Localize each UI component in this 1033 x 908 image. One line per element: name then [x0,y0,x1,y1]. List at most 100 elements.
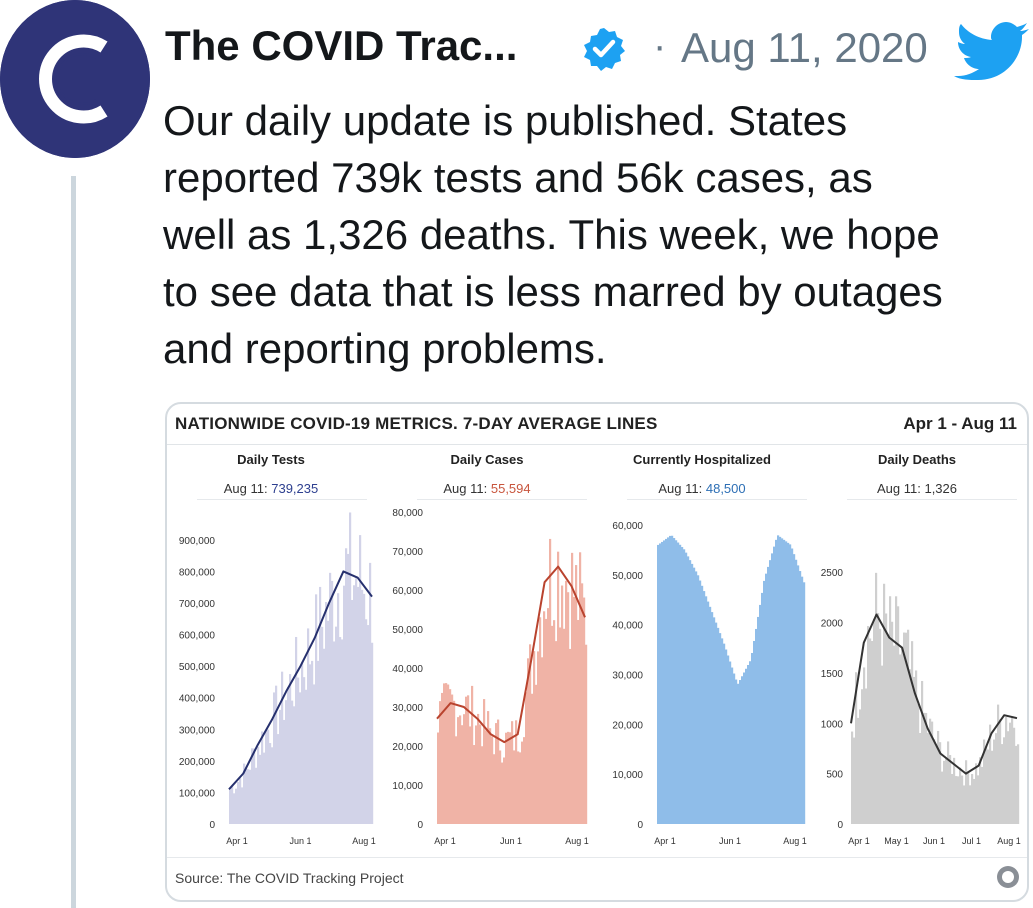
daily-bar [583,597,586,824]
daily-bar [299,692,302,824]
daily-bar [441,692,444,824]
daily-bar [987,749,990,824]
daily-bar [443,683,446,824]
daily-bar [575,565,578,824]
daily-bar [745,668,748,824]
daily-bar [507,731,510,824]
daily-bar [705,596,708,824]
daily-bar [579,552,582,824]
daily-bar [779,536,782,824]
daily-bar [259,754,262,824]
daily-bar [877,613,880,824]
covid-tracking-logo-icon[interactable] [0,0,150,158]
daily-bar [803,582,806,824]
daily-bar [359,535,362,824]
daily-bar [871,641,874,824]
daily-bar [557,551,560,824]
daily-bar [879,628,882,824]
daily-bar [453,700,456,824]
y-tick-label: 20,000 [612,720,643,731]
chart-image-card[interactable]: NATIONWIDE COVID-19 METRICS. 7-DAY AVERA… [165,402,1029,902]
thread-line [71,176,76,908]
panel-value: Aug 11: 1,326 [817,481,1017,496]
daily-bar [977,775,980,824]
daily-bar [309,664,312,824]
daily-bar [703,591,706,824]
y-tick-label: 0 [837,820,843,831]
daily-bar [529,644,532,824]
daily-bar [239,778,242,824]
daily-bar [241,787,244,824]
daily-bar [1009,722,1012,824]
chart-title: NATIONWIDE COVID-19 METRICS. 7-DAY AVERA… [175,414,658,433]
daily-bar [543,611,546,824]
y-tick-label: 400,000 [179,694,216,705]
daily-bar [291,700,294,824]
daily-bar [463,714,466,824]
daily-bar [279,709,282,824]
daily-bar [789,544,792,824]
daily-bar [447,684,450,824]
daily-bar [797,565,800,824]
daily-bar [245,767,248,824]
daily-bar [723,643,726,824]
tweet-text-line: well as 1,326 deaths. This week, we hope [163,211,940,258]
daily-bar [657,544,660,824]
daily-bar [369,562,372,824]
daily-bar [859,709,862,824]
daily-bar [525,692,528,824]
panel-header-deaths: Daily Deaths Aug 11: 1,326 [817,452,1017,496]
daily-bar [481,746,484,824]
chart-source: Source: The COVID Tracking Project [175,870,404,886]
daily-bar [289,674,292,824]
daily-bar [663,540,666,824]
daily-bar [539,617,542,824]
y-tick-label: 500,000 [179,662,216,673]
daily-bar [371,642,374,824]
daily-bar [253,748,256,824]
daily-bar [561,585,564,824]
daily-bar [993,739,996,824]
daily-bar [569,648,572,824]
panel-header-hospitalized: Currently Hospitalized Aug 11: 48,500 [602,452,802,496]
daily-bar [945,758,948,824]
daily-bar [713,617,716,824]
author-name[interactable]: The COVID Trac... [165,22,518,69]
daily-bar [349,512,352,824]
daily-bar [969,785,972,824]
daily-bar [695,571,698,824]
panel-title: Daily Deaths [877,452,957,467]
daily-bar [527,658,530,824]
daily-bar [747,665,750,824]
daily-bar [739,680,742,824]
y-tick-label: 800,000 [179,567,216,578]
daily-bar [749,661,752,824]
daily-bar [927,732,930,824]
twitter-bird-icon[interactable] [953,22,1031,80]
daily-bar [315,594,318,824]
daily-bar [757,616,760,824]
tweet-text-line: and reporting problems. [163,325,607,372]
daily-bar [693,567,696,824]
daily-bar [915,670,918,824]
x-tick-label: Jul 1 [962,836,981,846]
y-tick-label: 40,000 [612,621,643,632]
daily-bar [887,634,890,824]
daily-bar [571,552,574,824]
daily-bar [697,575,700,824]
daily-bar [957,776,960,824]
tweet-date[interactable]: Aug 11, 2020 [681,24,928,71]
daily-bar [921,680,924,824]
daily-bar [331,580,334,824]
y-tick-label: 0 [209,820,215,831]
daily-bar [465,696,468,824]
x-tick-label: Aug 1 [352,836,376,846]
x-tick-label: Apr 1 [654,836,676,846]
daily-bar [351,599,354,824]
daily-bar [933,739,936,824]
daily-bar [297,677,300,824]
daily-bar [895,596,898,824]
daily-bar [989,724,992,824]
daily-bar [973,778,976,824]
daily-bar [727,655,730,824]
